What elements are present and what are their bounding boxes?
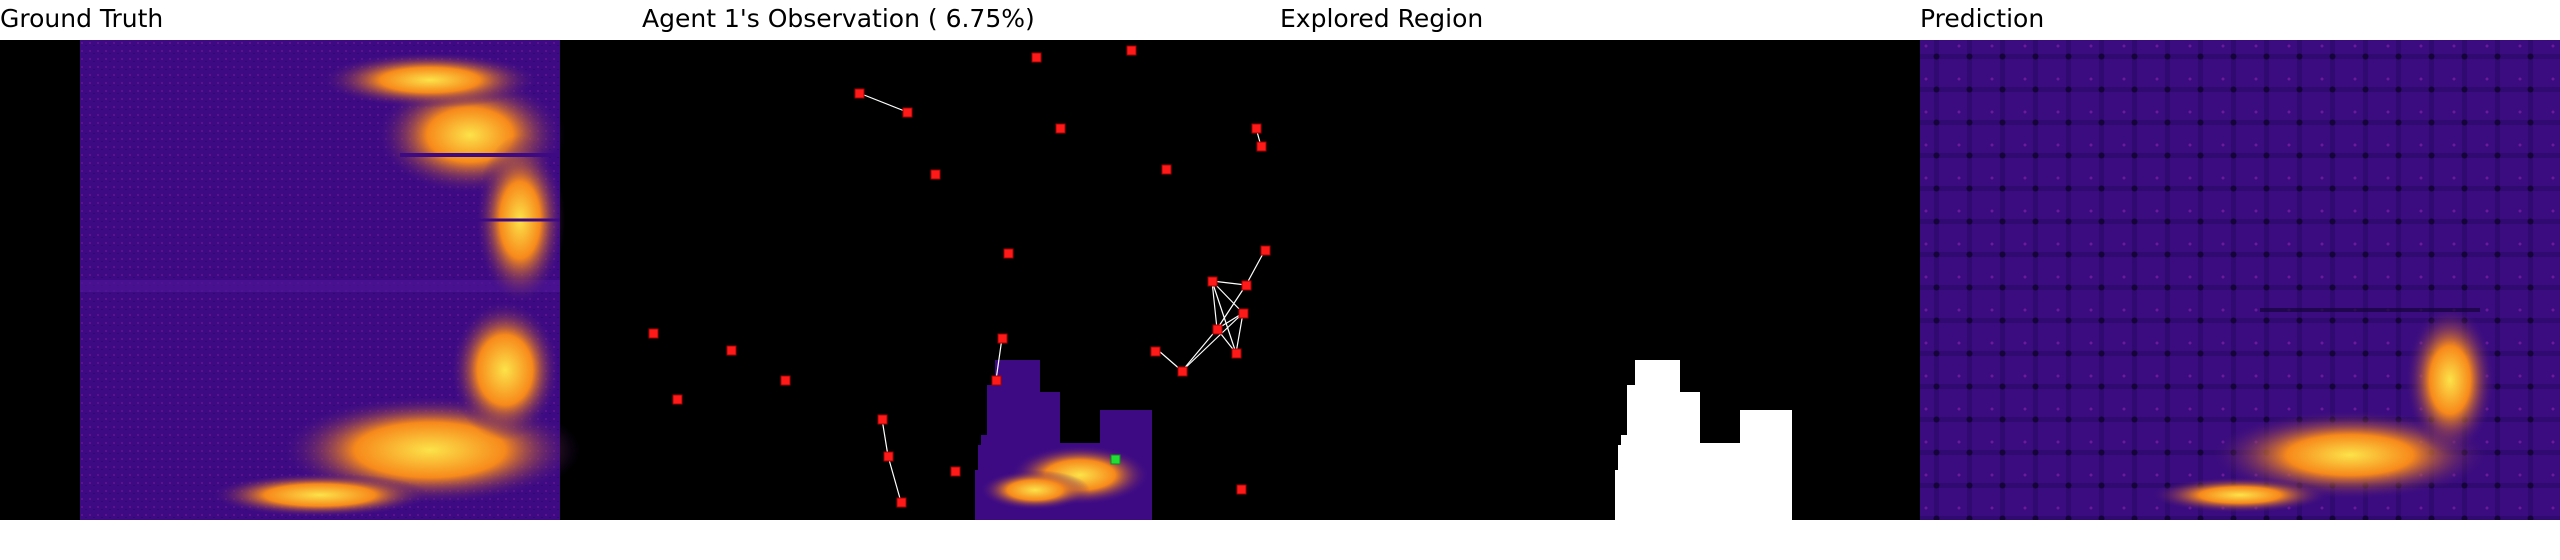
observation-panel <box>640 40 1280 520</box>
observation-title: Agent 1's Observation ( 6.75%) <box>642 4 1035 33</box>
explored-region-title: Explored Region <box>1280 4 1484 33</box>
observation-map <box>640 40 1280 520</box>
prediction-title: Prediction <box>1920 4 2045 33</box>
prediction-heatmap <box>1920 40 2560 520</box>
explored-region-mask <box>1280 40 1920 520</box>
agent-markers <box>648 45 1271 508</box>
ground-truth-panel <box>0 40 640 520</box>
prediction-panel <box>1920 40 2560 520</box>
ground-truth-heatmap <box>0 40 640 520</box>
explored-region-panel <box>1280 40 1920 520</box>
ground-truth-title: Ground Truth <box>0 4 164 33</box>
agent-1-marker <box>1110 454 1121 465</box>
explored-area <box>1615 360 1792 520</box>
